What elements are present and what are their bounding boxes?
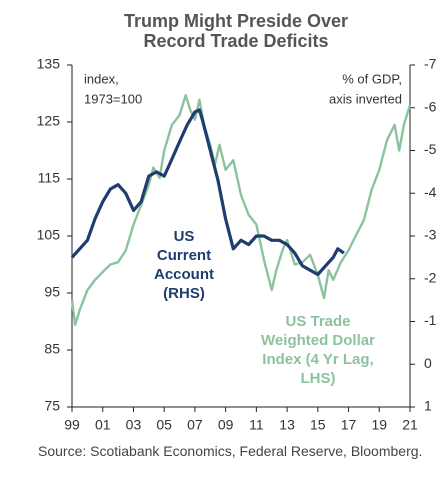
x-tick-label: 15 — [310, 417, 326, 433]
y2-tick-label: -5 — [424, 141, 437, 157]
x-tick-label: 09 — [218, 417, 234, 433]
chart-title: Record Trade Deficits — [143, 31, 328, 51]
series-label: US — [174, 228, 195, 245]
y-tick-label: 85 — [44, 341, 60, 357]
y2-tick-label: -4 — [424, 184, 437, 200]
y2-tick-label: -2 — [424, 269, 437, 285]
y2-tick-label: -7 — [424, 56, 437, 72]
series-label: Account — [154, 266, 214, 283]
y-axis-note: 1973=100 — [84, 91, 142, 106]
series-line — [70, 108, 345, 277]
y-tick-label: 135 — [37, 56, 61, 72]
y2-tick-label: -6 — [424, 98, 437, 114]
x-tick-label: 13 — [279, 417, 295, 433]
y2-tick-label: -3 — [424, 227, 437, 243]
y-tick-label: 115 — [38, 170, 61, 186]
y2-tick-label: -1 — [424, 312, 437, 328]
x-tick-label: 19 — [371, 417, 387, 433]
y2-tick-label: 1 — [424, 398, 432, 414]
y-axis-note: index, — [84, 71, 119, 86]
y2-axis-note: axis inverted — [329, 91, 402, 106]
source: Source: Scotiabank Economics, Federal Re… — [38, 443, 423, 459]
x-tick-label: 21 — [402, 417, 418, 433]
y-tick-label: 125 — [37, 113, 61, 129]
y-tick-label: 105 — [37, 227, 61, 243]
x-tick-label: 01 — [95, 417, 111, 433]
x-tick-label: 03 — [126, 417, 142, 433]
y2-tick-label: 0 — [424, 355, 432, 371]
x-tick-label: 17 — [341, 417, 357, 433]
x-tick-label: 11 — [249, 417, 264, 433]
x-tick-label: 05 — [156, 417, 172, 433]
series-label: Weighted Dollar — [261, 332, 375, 349]
series-label: Index (4 Yr Lag, — [262, 351, 373, 368]
series-line — [70, 94, 412, 327]
y2-axis-note: % of GDP, — [342, 71, 402, 86]
series-label: (RHS) — [163, 285, 205, 302]
x-tick-label: 99 — [64, 417, 80, 433]
y-tick-label: 95 — [44, 284, 60, 300]
series-label: LHS) — [301, 370, 336, 387]
series-label: Current — [157, 247, 211, 264]
y-tick-label: 75 — [44, 398, 60, 414]
x-tick-label: 07 — [187, 417, 203, 433]
series-label: US Trade — [285, 313, 350, 330]
chart-title: Trump Might Preside Over — [124, 11, 348, 31]
